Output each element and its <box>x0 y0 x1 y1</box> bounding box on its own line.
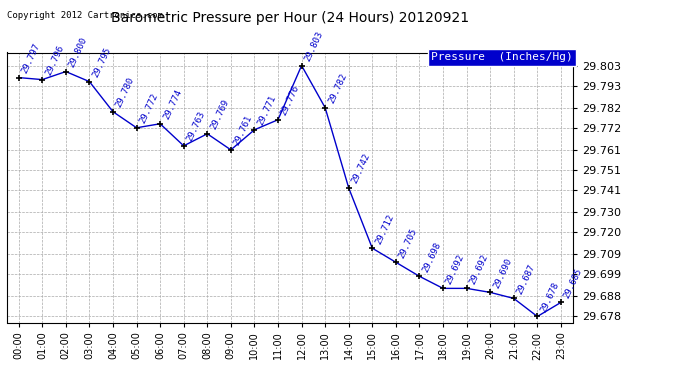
Text: 29.692: 29.692 <box>468 253 490 286</box>
Text: 29.772: 29.772 <box>138 92 160 125</box>
Text: 29.782: 29.782 <box>326 72 348 105</box>
Text: 29.742: 29.742 <box>350 152 372 185</box>
Text: 29.796: 29.796 <box>43 44 66 77</box>
Text: 29.692: 29.692 <box>444 253 466 286</box>
Text: 29.797: 29.797 <box>20 42 42 75</box>
Text: 29.698: 29.698 <box>421 240 443 273</box>
Text: 29.763: 29.763 <box>185 110 207 143</box>
Text: 29.678: 29.678 <box>539 280 560 314</box>
Text: 29.795: 29.795 <box>91 46 112 79</box>
Text: 29.761: 29.761 <box>233 114 254 147</box>
Text: Barometric Pressure per Hour (24 Hours) 20120921: Barometric Pressure per Hour (24 Hours) … <box>110 11 469 25</box>
Text: 29.690: 29.690 <box>491 256 513 290</box>
Text: 29.803: 29.803 <box>303 30 325 63</box>
Text: 29.780: 29.780 <box>115 76 136 109</box>
Text: 29.687: 29.687 <box>515 262 537 296</box>
Text: 29.800: 29.800 <box>67 36 89 69</box>
Text: 29.776: 29.776 <box>279 84 302 117</box>
Text: Copyright 2012 Cartronics.com: Copyright 2012 Cartronics.com <box>7 11 163 20</box>
Text: 29.771: 29.771 <box>256 94 277 127</box>
Text: 29.712: 29.712 <box>374 212 395 246</box>
Text: Pressure  (Inches/Hg): Pressure (Inches/Hg) <box>431 53 573 63</box>
Text: 29.705: 29.705 <box>397 226 419 260</box>
Text: 29.774: 29.774 <box>161 88 184 121</box>
Text: 29.685: 29.685 <box>562 267 584 300</box>
Text: 29.769: 29.769 <box>208 98 230 131</box>
